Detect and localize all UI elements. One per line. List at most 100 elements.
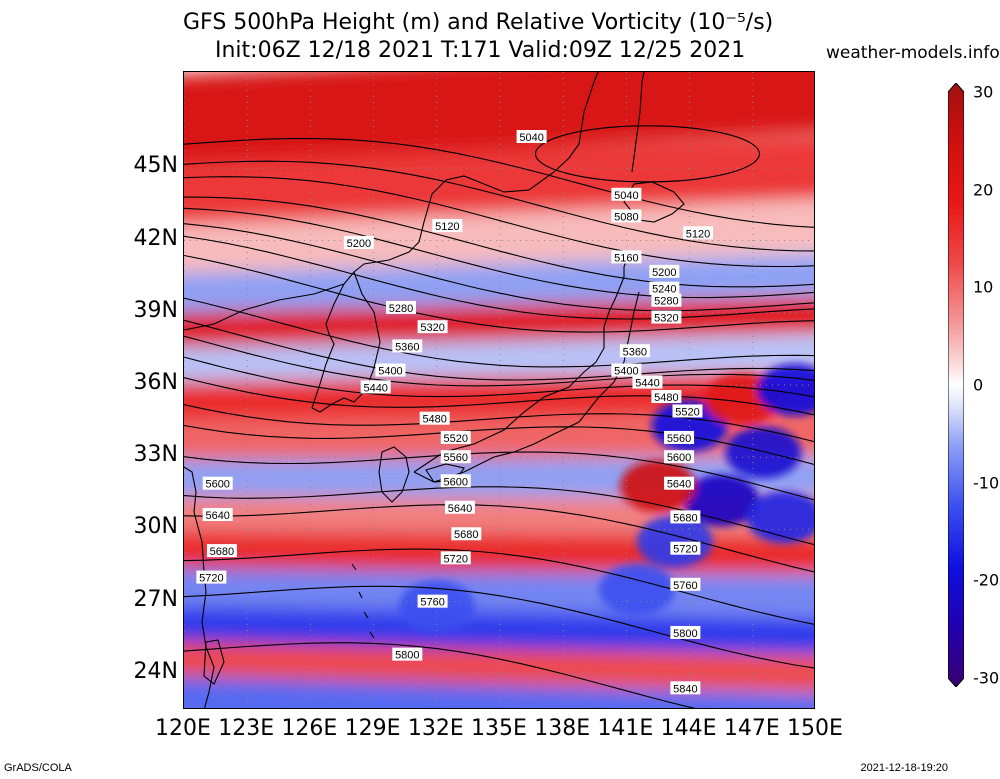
contour-label: 5640 [444, 500, 475, 515]
contour-label: 5040 [516, 130, 547, 144]
svg-text:5840: 5840 [673, 683, 697, 695]
latitude-label: 24N [133, 658, 178, 684]
svg-text:5240: 5240 [652, 284, 676, 296]
contour-label: 5120 [432, 219, 463, 233]
longitude-label: 150E [787, 716, 843, 741]
latitude-label: 33N [133, 442, 178, 468]
contour-label: 5480 [419, 411, 450, 426]
height-contour-5680 [184, 486, 814, 546]
svg-text:5120: 5120 [435, 221, 459, 233]
svg-text:5280: 5280 [654, 296, 678, 308]
contour-label: 5720 [670, 541, 701, 556]
contour-label: 5040 [611, 187, 642, 202]
svg-text:5680: 5680 [673, 512, 697, 524]
colorbar-tick-label: -20 [973, 570, 1000, 590]
latitude-label: 39N [133, 297, 178, 323]
longitude-label: 132E [407, 716, 464, 741]
svg-text:5640: 5640 [205, 510, 229, 522]
svg-text:5720: 5720 [444, 553, 468, 565]
coastline-japan-south [413, 291, 640, 483]
vorticity-band [184, 334, 814, 383]
map-canvas: 5040504050805120512052005160520052405280… [184, 72, 814, 708]
contour-label: 5400 [611, 363, 642, 378]
contour-label: 5600 [664, 450, 695, 464]
contour-label: 5640 [664, 476, 695, 491]
longitude-label: 141E [597, 716, 654, 741]
svg-text:5040: 5040 [614, 190, 638, 202]
svg-text:5560: 5560 [667, 433, 691, 445]
height-contour-5040-closed [534, 125, 761, 183]
svg-text:5200: 5200 [652, 267, 676, 279]
longitude-label: 123E [218, 716, 275, 741]
footer-software: GrADS/COLA [4, 762, 72, 774]
longitude-label: 144E [660, 716, 717, 741]
latitude-label: 45N [133, 153, 178, 179]
svg-text:5520: 5520 [444, 433, 468, 445]
height-contour-5720 [184, 504, 814, 573]
contour-label: 5320 [417, 320, 448, 334]
height-contour-5160 [184, 196, 814, 288]
coastline-shikoku [425, 463, 465, 483]
contour-label: 5480 [651, 390, 682, 404]
svg-text:5280: 5280 [389, 303, 413, 315]
height-contour-5280 [184, 235, 814, 320]
colorbar-tick-label: 10 [973, 277, 994, 297]
latitude-label: 42N [133, 225, 178, 251]
contour-label: 5360 [392, 339, 423, 353]
svg-text:5480: 5480 [422, 414, 446, 426]
svg-text:5360: 5360 [395, 341, 419, 353]
vorticity-band [184, 605, 814, 655]
contour-label: 5360 [619, 344, 650, 358]
contour-label: 5800 [392, 647, 423, 662]
coastline-japan-honshu [413, 251, 630, 473]
svg-text:5680: 5680 [210, 546, 234, 558]
contour-label: 5680 [451, 527, 482, 541]
contour-label: 5600 [440, 474, 471, 488]
svg-text:5360: 5360 [623, 346, 647, 358]
svg-text:5760: 5760 [420, 597, 444, 609]
svg-text:5200: 5200 [347, 238, 371, 250]
contour-label: 5800 [670, 625, 701, 640]
vorticity-cell [756, 363, 814, 416]
height-contour-5200 [184, 207, 814, 299]
vorticity-cell [620, 460, 696, 513]
longitude-label: 135E [471, 716, 527, 741]
height-contours [184, 125, 814, 708]
contour-label: 5400 [375, 363, 406, 378]
contour-label: 5720 [440, 551, 471, 565]
svg-text:5520: 5520 [675, 406, 699, 418]
svg-text:5640: 5640 [667, 479, 691, 491]
vorticity-band [184, 296, 814, 349]
svg-text:5680: 5680 [454, 529, 478, 541]
latitude-label: 36N [133, 369, 178, 395]
chart-title: GFS 500hPa Height (m) and Relative Vorti… [0, 6, 1000, 66]
contour-label: 5120 [683, 226, 714, 240]
latitude-label: 27N [133, 586, 178, 612]
vorticity-band [184, 641, 814, 692]
height-contour-5560 [184, 404, 814, 443]
vorticity-band [184, 676, 814, 708]
longitude-label: 126E [281, 716, 338, 741]
contour-label: 5680 [206, 544, 237, 558]
coastline-kyushu [378, 446, 410, 503]
height-contour-5040 [184, 137, 814, 228]
contour-label: 5320 [651, 310, 682, 325]
contour-label: 5440 [360, 380, 391, 394]
coastline-taiwan [203, 639, 225, 685]
contour-label: 5280 [385, 300, 416, 315]
svg-text:5440: 5440 [635, 378, 659, 390]
height-contour-5080 [184, 160, 814, 252]
contour-label: 5640 [202, 507, 233, 522]
longitude-label: 147E [723, 716, 780, 741]
svg-text:5760: 5760 [673, 580, 697, 592]
contour-label: 5760 [417, 594, 448, 609]
svg-text:5120: 5120 [686, 228, 710, 240]
vorticity-cell [746, 491, 814, 544]
contour-label: 5560 [664, 430, 695, 445]
svg-text:5320: 5320 [420, 322, 444, 334]
height-contour-5520 [184, 377, 814, 416]
height-contour-5440 [184, 335, 814, 387]
contour-label: 5520 [672, 404, 703, 418]
svg-text:5720: 5720 [199, 573, 223, 585]
colorbar-tick-label: -10 [973, 473, 1000, 493]
